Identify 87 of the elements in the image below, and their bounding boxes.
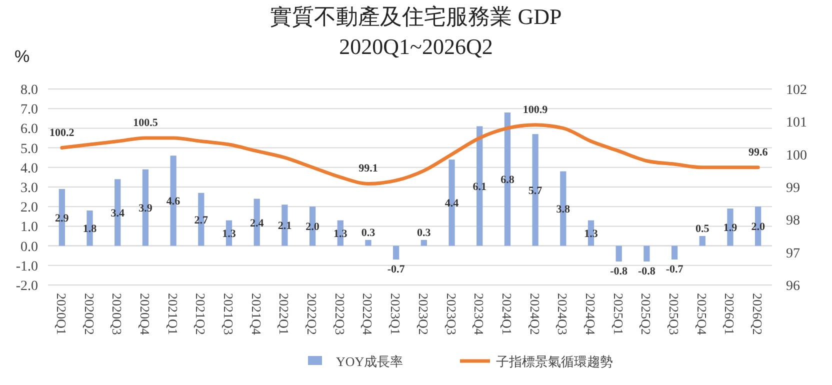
x-tick-label: 2022Q4 xyxy=(360,293,376,336)
data-label: 99.1 xyxy=(358,162,378,175)
data-label: 0.3 xyxy=(361,226,376,239)
data-label: 3.8 xyxy=(556,204,571,216)
y-tick-label: 1.0 xyxy=(20,220,38,236)
data-label: 2.0 xyxy=(751,221,766,234)
data-label: 2.9 xyxy=(55,212,70,224)
y-axis-title: % xyxy=(14,47,30,66)
y2-tick-label: 99 xyxy=(786,181,800,196)
bar xyxy=(644,246,650,262)
data-label: 4.4 xyxy=(444,198,460,210)
bar xyxy=(365,240,372,246)
y2-tick-label: 96 xyxy=(786,279,800,294)
data-label: 2.7 xyxy=(194,214,209,226)
y2-tick-label: 98 xyxy=(786,214,800,229)
data-label: 3.9 xyxy=(138,202,153,215)
bar xyxy=(699,236,706,246)
x-tick-label: 2025Q4 xyxy=(694,293,710,336)
x-tick-label: 2021Q2 xyxy=(193,293,208,335)
bar xyxy=(393,246,400,260)
data-label: 1.3 xyxy=(222,228,236,240)
data-label: 6.1 xyxy=(472,181,486,194)
x-tick-label: 2024Q3 xyxy=(555,293,570,335)
x-tick-label: 2024Q4 xyxy=(583,293,598,336)
y2-tick-label: 101 xyxy=(786,116,807,131)
y-tick-label: 2.0 xyxy=(20,200,38,216)
y-tick-label: 8.0 xyxy=(20,83,38,98)
x-tick-label: 2021Q4 xyxy=(248,293,264,336)
bar xyxy=(616,246,622,262)
y2-tick-label: 102 xyxy=(786,83,807,98)
data-label: 6.8 xyxy=(500,174,515,186)
data-label: 4.6 xyxy=(166,196,181,208)
x-tick-label: 2023Q3 xyxy=(444,293,459,335)
x-tick-label: 2023Q4 xyxy=(472,293,487,336)
x-tick-label: 2021Q1 xyxy=(165,293,180,335)
bar xyxy=(420,240,427,246)
data-label: 100.5 xyxy=(133,117,158,129)
data-label: 2.1 xyxy=(278,220,292,232)
chart-title: 實質不動產及住宅服務業 GDP xyxy=(270,4,562,29)
y-tick-label: 7.0 xyxy=(20,102,38,118)
data-label: 5.7 xyxy=(528,184,543,197)
x-tick-label: 2022Q1 xyxy=(276,293,292,335)
x-tick-label: 2025Q1 xyxy=(610,293,626,335)
x-tick-label: 2025Q3 xyxy=(666,293,682,335)
x-tick-label: 2020Q2 xyxy=(82,293,97,335)
x-tick-label: 2022Q2 xyxy=(304,293,320,335)
x-tick-label: 2023Q1 xyxy=(388,293,404,335)
legend-label: YOY成長率 xyxy=(336,354,404,369)
x-tick-label: 2026Q1 xyxy=(722,293,738,335)
data-label: 1.8 xyxy=(82,223,98,236)
data-label: 0.3 xyxy=(417,226,432,239)
data-label: 2.4 xyxy=(250,217,264,230)
y-tick-label: 6.0 xyxy=(20,122,38,138)
y-tick-label: 3.0 xyxy=(20,181,38,196)
y-tick-label: -1.0 xyxy=(16,259,38,274)
data-label: 1.3 xyxy=(334,228,348,240)
data-label: -0.7 xyxy=(666,264,684,276)
data-label: 99.6 xyxy=(748,146,768,158)
y-tick-label: -2.0 xyxy=(16,279,38,294)
x-tick-label: 2020Q3 xyxy=(110,293,125,335)
x-tick-label: 2025Q2 xyxy=(638,293,654,335)
y-tick-label: 4.0 xyxy=(20,161,38,176)
data-label: 100.2 xyxy=(50,126,75,139)
data-label: -0.8 xyxy=(610,265,628,278)
x-tick-label: 2024Q2 xyxy=(527,293,542,335)
y2-tick-label: 100 xyxy=(786,148,807,164)
legend-label: 子指標景氣循環趨勢 xyxy=(496,354,613,369)
data-label: -0.7 xyxy=(387,264,406,276)
x-tick-label: 2023Q2 xyxy=(416,293,431,335)
x-tick-label: 2021Q3 xyxy=(221,293,236,335)
data-label: 100.9 xyxy=(522,104,548,116)
data-label: 1.9 xyxy=(723,222,738,234)
bar xyxy=(671,246,678,260)
y-tick-label: 0.0 xyxy=(20,240,38,255)
chart-subtitle: 2020Q1~2026Q2 xyxy=(339,34,493,59)
y2-tick-label: 97 xyxy=(786,246,800,262)
x-tick-label: 2020Q4 xyxy=(137,293,152,336)
data-label: -0.8 xyxy=(638,265,656,278)
x-tick-label: 2022Q3 xyxy=(332,293,348,335)
data-label: 1.3 xyxy=(584,228,598,240)
x-tick-label: 2026Q2 xyxy=(750,293,766,335)
data-label: 3.4 xyxy=(110,207,125,220)
y-tick-label: 5.0 xyxy=(20,142,38,157)
x-tick-label: 2024Q1 xyxy=(499,293,514,335)
x-tick-label: 2020Q1 xyxy=(54,293,69,335)
data-label: 0.5 xyxy=(696,223,710,235)
data-label: 2.0 xyxy=(306,221,320,234)
